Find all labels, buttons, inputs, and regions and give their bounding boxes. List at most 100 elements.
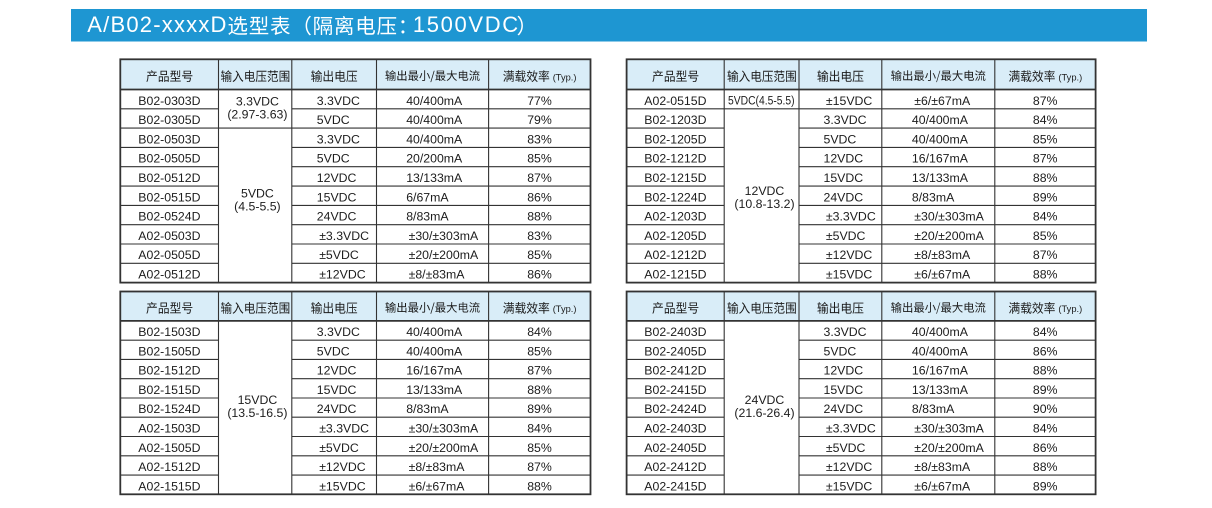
svg-text:±20/±200mA: ±20/±200mA bbox=[409, 441, 479, 455]
svg-text:A02-0503D: A02-0503D bbox=[138, 229, 200, 243]
svg-text:(Typ.): (Typ.) bbox=[553, 72, 577, 82]
svg-text:5VDC: 5VDC bbox=[241, 186, 274, 200]
svg-text:B02-0515D: B02-0515D bbox=[138, 190, 200, 204]
svg-text:±15VDC: ±15VDC bbox=[826, 268, 873, 282]
svg-text:15VDC: 15VDC bbox=[317, 190, 357, 204]
svg-text:B02-1512D: B02-1512D bbox=[138, 364, 200, 378]
svg-text:3.3VDC: 3.3VDC bbox=[317, 132, 360, 146]
svg-text:±8/±83mA: ±8/±83mA bbox=[409, 460, 466, 474]
svg-text:40/400mA: 40/400mA bbox=[406, 113, 463, 127]
svg-text:±5VDC: ±5VDC bbox=[826, 441, 866, 455]
svg-text:±30/±303mA: ±30/±303mA bbox=[914, 422, 984, 436]
svg-text:8/83mA: 8/83mA bbox=[912, 402, 955, 416]
svg-text:B02-2415D: B02-2415D bbox=[644, 383, 706, 397]
svg-text:A02-2405D: A02-2405D bbox=[644, 441, 706, 455]
svg-text:B02-2405D: B02-2405D bbox=[644, 344, 706, 358]
svg-text:(10.8-13.2): (10.8-13.2) bbox=[734, 197, 794, 211]
svg-text:±12VDC: ±12VDC bbox=[319, 268, 366, 282]
svg-text:87%: 87% bbox=[527, 460, 552, 474]
svg-text:±8/±83mA: ±8/±83mA bbox=[409, 268, 466, 282]
svg-text:15VDC: 15VDC bbox=[238, 393, 278, 407]
svg-text:87%: 87% bbox=[527, 171, 552, 185]
svg-text:B02-1203D: B02-1203D bbox=[644, 113, 706, 127]
svg-text:(13.5-16.5): (13.5-16.5) bbox=[227, 406, 287, 420]
svg-text:±6/±67mA: ±6/±67mA bbox=[914, 479, 971, 493]
svg-text:84%: 84% bbox=[1033, 210, 1058, 224]
svg-text:88%: 88% bbox=[1033, 268, 1058, 282]
svg-text:B02-2403D: B02-2403D bbox=[644, 325, 706, 339]
svg-text:B02-0524D: B02-0524D bbox=[138, 210, 200, 224]
svg-text:8/83mA: 8/83mA bbox=[406, 402, 449, 416]
svg-text:90%: 90% bbox=[1033, 402, 1058, 416]
svg-text:24VDC: 24VDC bbox=[824, 190, 864, 204]
svg-text:B02-1205D: B02-1205D bbox=[644, 132, 706, 146]
svg-text:40/400mA: 40/400mA bbox=[912, 113, 969, 127]
svg-text:±12VDC: ±12VDC bbox=[826, 460, 873, 474]
svg-text:24VDC: 24VDC bbox=[824, 402, 864, 416]
svg-text:6/67mA: 6/67mA bbox=[406, 190, 449, 204]
svg-text:B02-1215D: B02-1215D bbox=[644, 171, 706, 185]
svg-text:89%: 89% bbox=[1033, 479, 1058, 493]
svg-text:88%: 88% bbox=[527, 479, 552, 493]
svg-text:A02-0512D: A02-0512D bbox=[138, 268, 200, 282]
svg-text:(21.6-26.4): (21.6-26.4) bbox=[734, 406, 794, 420]
svg-text:3.3VDC: 3.3VDC bbox=[317, 325, 360, 339]
svg-text:15VDC: 15VDC bbox=[824, 383, 864, 397]
svg-text:16/167mA: 16/167mA bbox=[406, 364, 463, 378]
svg-text:85%: 85% bbox=[1033, 229, 1058, 243]
svg-text:84%: 84% bbox=[1033, 325, 1058, 339]
svg-text:86%: 86% bbox=[1033, 344, 1058, 358]
svg-text:12VDC: 12VDC bbox=[824, 152, 864, 166]
svg-text:A02-2412D: A02-2412D bbox=[644, 460, 706, 474]
svg-text:±15VDC: ±15VDC bbox=[826, 479, 873, 493]
svg-text:24VDC: 24VDC bbox=[317, 210, 357, 224]
svg-text:89%: 89% bbox=[1033, 383, 1058, 397]
svg-text:83%: 83% bbox=[527, 229, 552, 243]
svg-text:B02-0303D: B02-0303D bbox=[138, 94, 200, 108]
svg-text:15VDC: 15VDC bbox=[317, 383, 357, 397]
svg-text:13/133mA: 13/133mA bbox=[912, 383, 969, 397]
svg-text:B02-1212D: B02-1212D bbox=[644, 152, 706, 166]
svg-text:±20/±200mA: ±20/±200mA bbox=[409, 248, 479, 262]
svg-text:A02-0505D: A02-0505D bbox=[138, 248, 200, 262]
svg-text:40/400mA: 40/400mA bbox=[912, 132, 969, 146]
svg-text:13/133mA: 13/133mA bbox=[406, 171, 463, 185]
svg-text:5VDC: 5VDC bbox=[824, 132, 857, 146]
svg-text:87%: 87% bbox=[527, 364, 552, 378]
svg-text:(Typ.): (Typ.) bbox=[553, 304, 577, 314]
svg-text:5VDC(4.5-5.5): 5VDC(4.5-5.5) bbox=[728, 94, 795, 108]
svg-text:A02-1505D: A02-1505D bbox=[138, 441, 200, 455]
svg-text:±6/±67mA: ±6/±67mA bbox=[914, 94, 971, 108]
svg-text:40/400mA: 40/400mA bbox=[406, 94, 463, 108]
svg-text:±30/±303mA: ±30/±303mA bbox=[409, 422, 479, 436]
svg-text:A/B02-xxxxD: A/B02-xxxxD bbox=[87, 12, 227, 37]
svg-text:84%: 84% bbox=[1033, 422, 1058, 436]
svg-text:13/133mA: 13/133mA bbox=[406, 383, 463, 397]
svg-text:20/200mA: 20/200mA bbox=[406, 152, 463, 166]
svg-text:3.3VDC: 3.3VDC bbox=[824, 325, 867, 339]
svg-text:5VDC: 5VDC bbox=[317, 152, 350, 166]
svg-text:84%: 84% bbox=[527, 325, 552, 339]
svg-text:88%: 88% bbox=[1033, 171, 1058, 185]
svg-text:40/400mA: 40/400mA bbox=[912, 325, 969, 339]
svg-text:8/83mA: 8/83mA bbox=[912, 190, 955, 204]
svg-text:(Typ.): (Typ.) bbox=[1058, 72, 1082, 82]
svg-text:85%: 85% bbox=[527, 441, 552, 455]
svg-text:1500VDC: 1500VDC bbox=[413, 12, 520, 37]
svg-text:±6/±67mA: ±6/±67mA bbox=[409, 479, 466, 493]
svg-text:84%: 84% bbox=[1033, 113, 1058, 127]
svg-text:5VDC: 5VDC bbox=[317, 113, 350, 127]
svg-text:86%: 86% bbox=[527, 190, 552, 204]
svg-text:B02-2424D: B02-2424D bbox=[644, 402, 706, 416]
svg-text:±30/±303mA: ±30/±303mA bbox=[914, 210, 984, 224]
svg-text:(2.97-3.63): (2.97-3.63) bbox=[227, 107, 287, 121]
svg-text:A02-0515D: A02-0515D bbox=[644, 94, 706, 108]
svg-text:88%: 88% bbox=[1033, 460, 1058, 474]
svg-text:±5VDC: ±5VDC bbox=[826, 229, 866, 243]
svg-text:A02-1212D: A02-1212D bbox=[644, 248, 706, 262]
svg-text:A02-1515D: A02-1515D bbox=[138, 479, 200, 493]
svg-text:16/167mA: 16/167mA bbox=[912, 364, 969, 378]
svg-text:16/167mA: 16/167mA bbox=[912, 152, 969, 166]
svg-text:3.3VDC: 3.3VDC bbox=[824, 113, 867, 127]
svg-text:88%: 88% bbox=[527, 383, 552, 397]
